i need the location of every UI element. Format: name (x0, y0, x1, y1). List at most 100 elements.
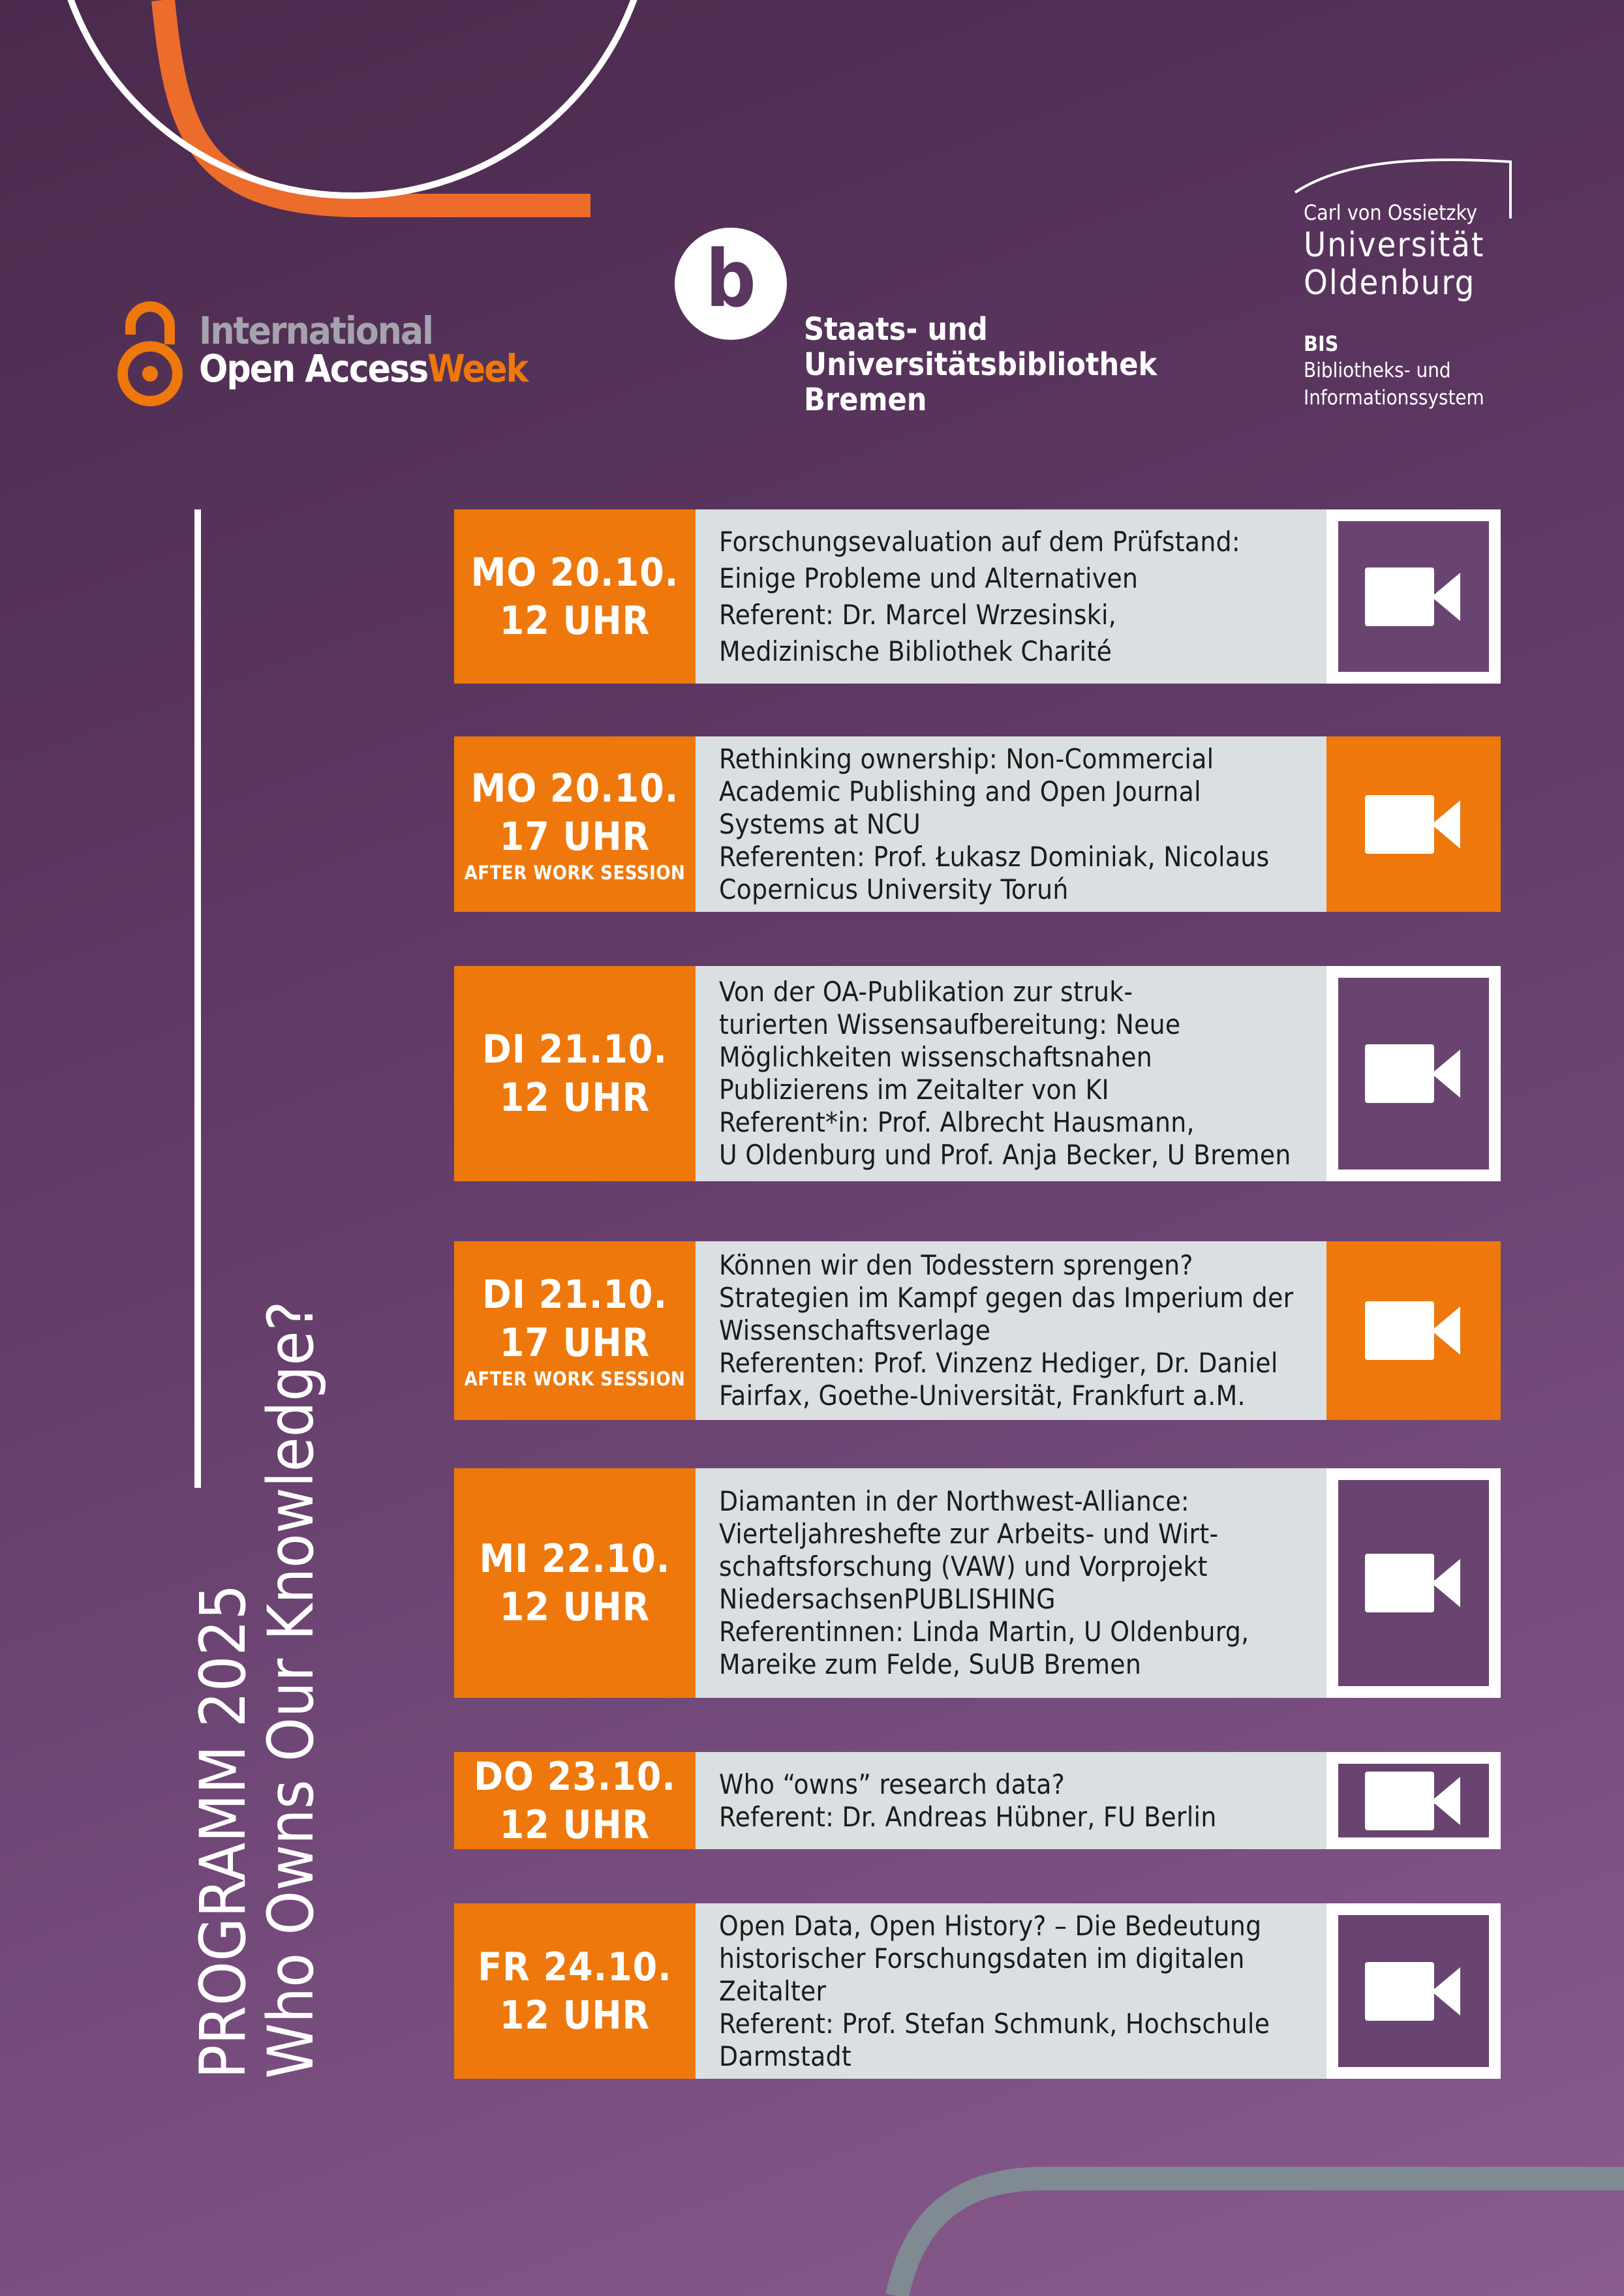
event-description-line: Einige Probleme und Alternativen (719, 562, 1139, 594)
video-link-button[interactable] (1326, 1241, 1501, 1420)
event-date: FR 24.10. 12 UHR (454, 1903, 696, 2079)
suub-logo-text: Staats- und Universitätsbibliothek Breme… (804, 312, 1157, 417)
uol-line3: Oldenburg (1304, 264, 1476, 303)
event-description: Forschungsevaluation auf dem Prüfstand: E… (696, 509, 1326, 684)
video-link-button[interactable] (1326, 509, 1501, 684)
suub-line: Universitätsbibliothek (804, 346, 1157, 383)
open-access-lock-icon (117, 301, 183, 406)
event-note: AFTER WORK SESSION (464, 1368, 686, 1390)
suub-line: Bremen (804, 382, 927, 418)
event-description-line: Referent: Prof. Stefan Schmunk, Hochschu… (719, 2007, 1270, 2040)
event-description-line: Systems at NCU (719, 808, 921, 840)
video-icon-box (1338, 1764, 1489, 1837)
side-divider (194, 509, 201, 1488)
event-time: 17 UHR (499, 1320, 651, 1366)
video-camera-icon (1364, 1771, 1460, 1830)
event-description-line: Darmstadt (719, 2040, 851, 2072)
event-day: DI 21.10. (482, 1272, 667, 1318)
event-day: DI 21.10. (482, 1027, 667, 1072)
video-link-button[interactable] (1326, 1903, 1501, 2079)
event-time: 12 UHR (499, 1992, 651, 2038)
event-date: MI 22.10. 12 UHR (454, 1468, 696, 1698)
oaw-open-access: Open Access (199, 346, 429, 391)
event-row: DI 21.10. 17 UHR AFTER WORK SESSION Können … (454, 1241, 1501, 1420)
event-description-line: Publizierens im Zeitalter von KI (719, 1074, 1109, 1106)
event-description-line: Open Data, Open History? – Die Bedeutung (719, 1909, 1262, 1942)
uol-line2: Universität (1304, 226, 1485, 265)
event-day: MO 20.10. (470, 549, 679, 596)
event-description-line: Von der OA-Publikation zur struk- (719, 976, 1133, 1008)
event-description-line: Zeitalter (719, 1974, 827, 2007)
event-row: MO 20.10. 12 UHR Forschungsevaluation auf … (454, 509, 1501, 684)
event-time: 17 UHR (499, 813, 651, 860)
video-camera-icon (1364, 794, 1460, 854)
event-description: Diamanten in der Northwest-Alliance: Vier… (696, 1468, 1326, 1698)
uol-logo-text: Carl von Ossietzky Universität Oldenburg… (1304, 199, 1484, 412)
program-title: PROGRAMM 2025 (187, 1584, 260, 2079)
event-description-line: historischer Forschungsdaten im digitale… (719, 1942, 1245, 1974)
video-link-button[interactable] (1326, 966, 1501, 1181)
event-date: MO 20.10. 12 UHR (454, 509, 696, 684)
oaw-international: International (199, 309, 434, 353)
event-description-line: Strategien im Kampf gegen das Imperium d… (719, 1282, 1294, 1314)
program-subtitle: Who Owns Our Knowledge? (254, 1301, 328, 2079)
event-row: DI 21.10. 12 UHR Von der OA-Publikation zu… (454, 966, 1501, 1181)
event-description: Open Data, Open History? – Die Bedeutung… (696, 1903, 1326, 2079)
event-time: 12 UHR (499, 1075, 651, 1121)
event-description-line: turierten Wissensaufbereitung: Neue (719, 1008, 1181, 1040)
event-description-line: Referent: Dr. Marcel Wrzesinski, (719, 598, 1117, 631)
event-description-line: Referent: Dr. Andreas Hübner, FU Berlin (719, 1800, 1217, 1833)
event-date: DI 21.10. 12 UHR (454, 966, 696, 1181)
event-description: Können wir den Todesstern sprengen? Strat… (696, 1241, 1326, 1420)
uol-bis: BIS (1304, 331, 1339, 356)
event-description-line: Wissenschaftsverlage (719, 1314, 991, 1346)
video-link-button[interactable] (1326, 736, 1501, 912)
oaw-logo-text: International Open AccessWeek (199, 309, 529, 387)
event-description-line: Forschungsevaluation auf dem Prüfstand: (719, 525, 1240, 558)
video-icon-box (1338, 521, 1489, 672)
event-description-line: Mareike zum Felde, SuUB Bremen (719, 1648, 1142, 1680)
event-description-line: Vierteljahreshefte zur Arbeits- und Wirt… (719, 1518, 1219, 1550)
video-camera-icon (1364, 567, 1460, 626)
event-description-line: Diamanten in der Northwest-Alliance: (719, 1485, 1189, 1517)
uol-line1: Carl von Ossietzky (1304, 200, 1478, 225)
suub-line: Staats- und (804, 311, 988, 348)
video-icon-box (1326, 1241, 1501, 1420)
event-description-line: Who “owns” research data? (719, 1768, 1065, 1800)
video-icon-box (1338, 1480, 1489, 1686)
video-link-button[interactable] (1326, 1468, 1501, 1698)
gray-arc (885, 2167, 1624, 2296)
video-icon-box (1338, 978, 1489, 1170)
event-description-line: Rethinking ownership: Non-Commercial (719, 742, 1214, 775)
event-day: FR 24.10. (478, 1944, 672, 1990)
event-row: DO 23.10. 12 UHR Who “owns” research data?… (454, 1752, 1501, 1849)
event-date: DO 23.10. 12 UHR (454, 1752, 696, 1849)
event-description-line: Copernicus University Toruń (719, 873, 1069, 905)
video-camera-icon (1364, 1044, 1460, 1103)
event-row: MO 20.10. 17 UHR AFTER WORK SESSION Rethink… (454, 736, 1501, 912)
event-description: Von der OA-Publikation zur struk-turiert… (696, 966, 1326, 1181)
event-date: DI 21.10. 17 UHR AFTER WORK SESSION (454, 1241, 696, 1420)
side-title-block: PROGRAMM 2025 Who Owns Our Knowledge? (187, 1301, 328, 2079)
uol-arc-icon (1294, 158, 1512, 219)
event-day: DO 23.10. (474, 1753, 676, 1800)
video-link-button[interactable] (1326, 1752, 1501, 1849)
event-time: 12 UHR (499, 597, 651, 644)
event-description-line: Fairfax, Goethe-Universität, Frankfurt a… (719, 1380, 1246, 1412)
event-description-line: Referenten: Prof. Łukasz Dominiak, Nicol… (719, 840, 1270, 873)
event-description-line: Academic Publishing and Open Journal (719, 775, 1201, 808)
event-description-line: Möglichkeiten wissenschaftsnahen (719, 1041, 1153, 1073)
oaw-week: Week (427, 346, 529, 391)
event-time: 12 UHR (499, 1584, 651, 1630)
uol-bis2: Informationssystem (1304, 386, 1484, 410)
event-description-line: schaftsforschung (VAW) und Vorprojekt (719, 1550, 1208, 1582)
oaw-line2: Open AccessWeek (199, 350, 529, 387)
suub-logo-circle: b (675, 228, 787, 340)
white-circle (67, 0, 637, 199)
video-icon-box (1338, 1915, 1489, 2067)
event-time: 12 UHR (499, 1802, 651, 1848)
video-icon-box (1326, 736, 1501, 912)
event-note: AFTER WORK SESSION (464, 861, 686, 884)
event-description-line: NiedersachsenPUBLISHING (719, 1583, 1056, 1615)
